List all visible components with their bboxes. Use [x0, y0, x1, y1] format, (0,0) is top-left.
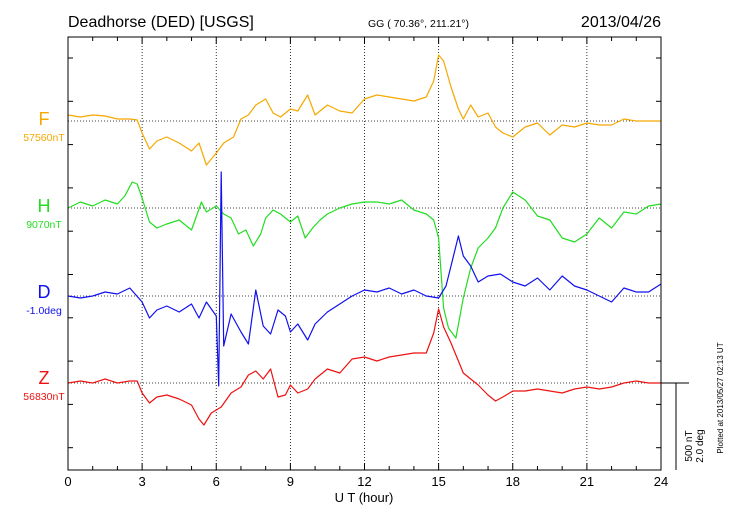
x-tick-label: 18	[506, 474, 520, 489]
channel-baseline-F: 57560nT	[23, 132, 65, 144]
channel-baseline-D: -1.0deg	[26, 305, 62, 317]
series-line-Z	[67, 308, 661, 426]
x-tick-label: 24	[654, 474, 668, 489]
coordinates-label: GG ( 70.36°, 211.21°)	[368, 18, 469, 30]
x-tick-label: 21	[580, 474, 594, 489]
scale-bar: 500 nT 2.0 deg	[661, 382, 706, 470]
channel-name-H: H	[38, 196, 51, 216]
channel-name-F: F	[39, 109, 50, 129]
chart-title: Deadhorse (DED) [USGS]	[68, 14, 254, 31]
series-line-F	[67, 54, 661, 166]
scale-bar-label-deg: 2.0 deg	[695, 429, 706, 462]
x-tick-label: 6	[213, 474, 220, 489]
x-tick-label: 12	[357, 474, 371, 489]
data-traces	[67, 54, 662, 426]
x-tick-label: 15	[431, 474, 445, 489]
x-tick-label: 0	[64, 474, 71, 489]
channel-name-D: D	[38, 282, 51, 302]
series-line-D	[67, 171, 662, 387]
plotted-timestamp: Plotted at 2013/05/27 02:13 UT	[716, 342, 725, 453]
date-label: 2013/04/26	[581, 14, 661, 31]
scale-bar-label-nt: 500 nT	[684, 430, 695, 461]
channel-labels: F 57560nT H 9070nT D -1.0deg Z 56830nT	[23, 109, 65, 403]
channel-baseline-H: 9070nT	[26, 219, 62, 231]
axis-ticks	[67, 37, 662, 470]
channel-baseline-Z: 56830nT	[23, 391, 65, 403]
channel-name-Z: Z	[39, 368, 50, 388]
x-tick-label: 9	[287, 474, 294, 489]
x-tick-label: 3	[139, 474, 146, 489]
x-axis-label: U T (hour)	[335, 490, 394, 505]
x-tick-labels: 0 3 6 9 12 15 18 21 24	[64, 474, 668, 489]
grid-lines	[68, 37, 661, 470]
series-line-H	[67, 181, 662, 339]
